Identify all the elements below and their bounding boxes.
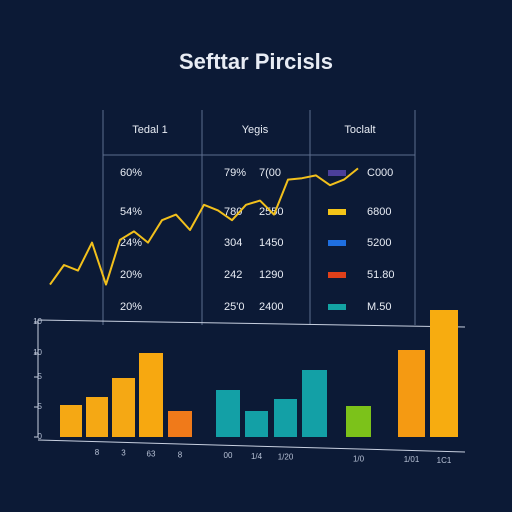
table-header: Toclalt [344, 124, 375, 136]
bar-frame [37, 319, 466, 437]
bar [216, 390, 240, 437]
title: Sefttar Pircisls [179, 49, 333, 74]
cell: 24% [120, 237, 142, 249]
cell: M.50 [367, 301, 391, 313]
cell: 1450 [259, 237, 283, 249]
cell: 6800 [367, 206, 391, 218]
x-tick-label: 1/01 [404, 455, 420, 464]
x-tick-label: 3 [121, 449, 126, 458]
bar [302, 370, 327, 437]
bar [245, 411, 268, 437]
y-tick-label: 0 [38, 432, 43, 441]
cell: 5200 [367, 237, 391, 249]
swatch [328, 209, 346, 215]
x-tick-label: 8 [95, 448, 100, 457]
x-tick-label: 63 [147, 450, 156, 459]
swatch [328, 304, 346, 310]
table-header: Yegis [242, 124, 269, 136]
bar [60, 405, 82, 437]
cell: 20% [120, 301, 142, 313]
x-tick-label: 00 [224, 451, 233, 460]
bar [86, 397, 108, 437]
bar [139, 353, 163, 437]
y-tick-label: 5 [38, 372, 43, 381]
cell: 54% [120, 206, 142, 218]
cell: 51.80 [367, 269, 395, 281]
x-tick-label: 1/4 [251, 452, 263, 461]
bar [168, 411, 192, 437]
cell: 1290 [259, 269, 283, 281]
swatch [328, 170, 346, 176]
bar [398, 350, 425, 437]
cell: 25'0 [224, 301, 244, 313]
swatch [328, 240, 346, 246]
x-tick-label: 8 [178, 450, 183, 459]
cell: C000 [367, 167, 393, 179]
bar [346, 406, 371, 437]
cell: 20% [120, 269, 142, 281]
table-header: Tedal 1 [132, 124, 167, 136]
x-tick-label: 1/20 [278, 453, 294, 462]
x-axis [37, 439, 466, 453]
x-tick-label: 1/0 [353, 454, 365, 463]
swatch [328, 272, 346, 278]
cell: 79% [224, 167, 246, 179]
bar [274, 399, 297, 437]
cell: 7(00 [259, 167, 281, 179]
cell: 304 [224, 237, 242, 249]
line-series [49, 167, 359, 286]
cell: 242 [224, 269, 242, 281]
cell: 2400 [259, 301, 283, 313]
cell: 60% [120, 167, 142, 179]
y-tick-label: 5 [38, 402, 43, 411]
bar [430, 310, 458, 437]
bar [112, 378, 135, 437]
x-tick-label: 1C1 [437, 456, 452, 465]
